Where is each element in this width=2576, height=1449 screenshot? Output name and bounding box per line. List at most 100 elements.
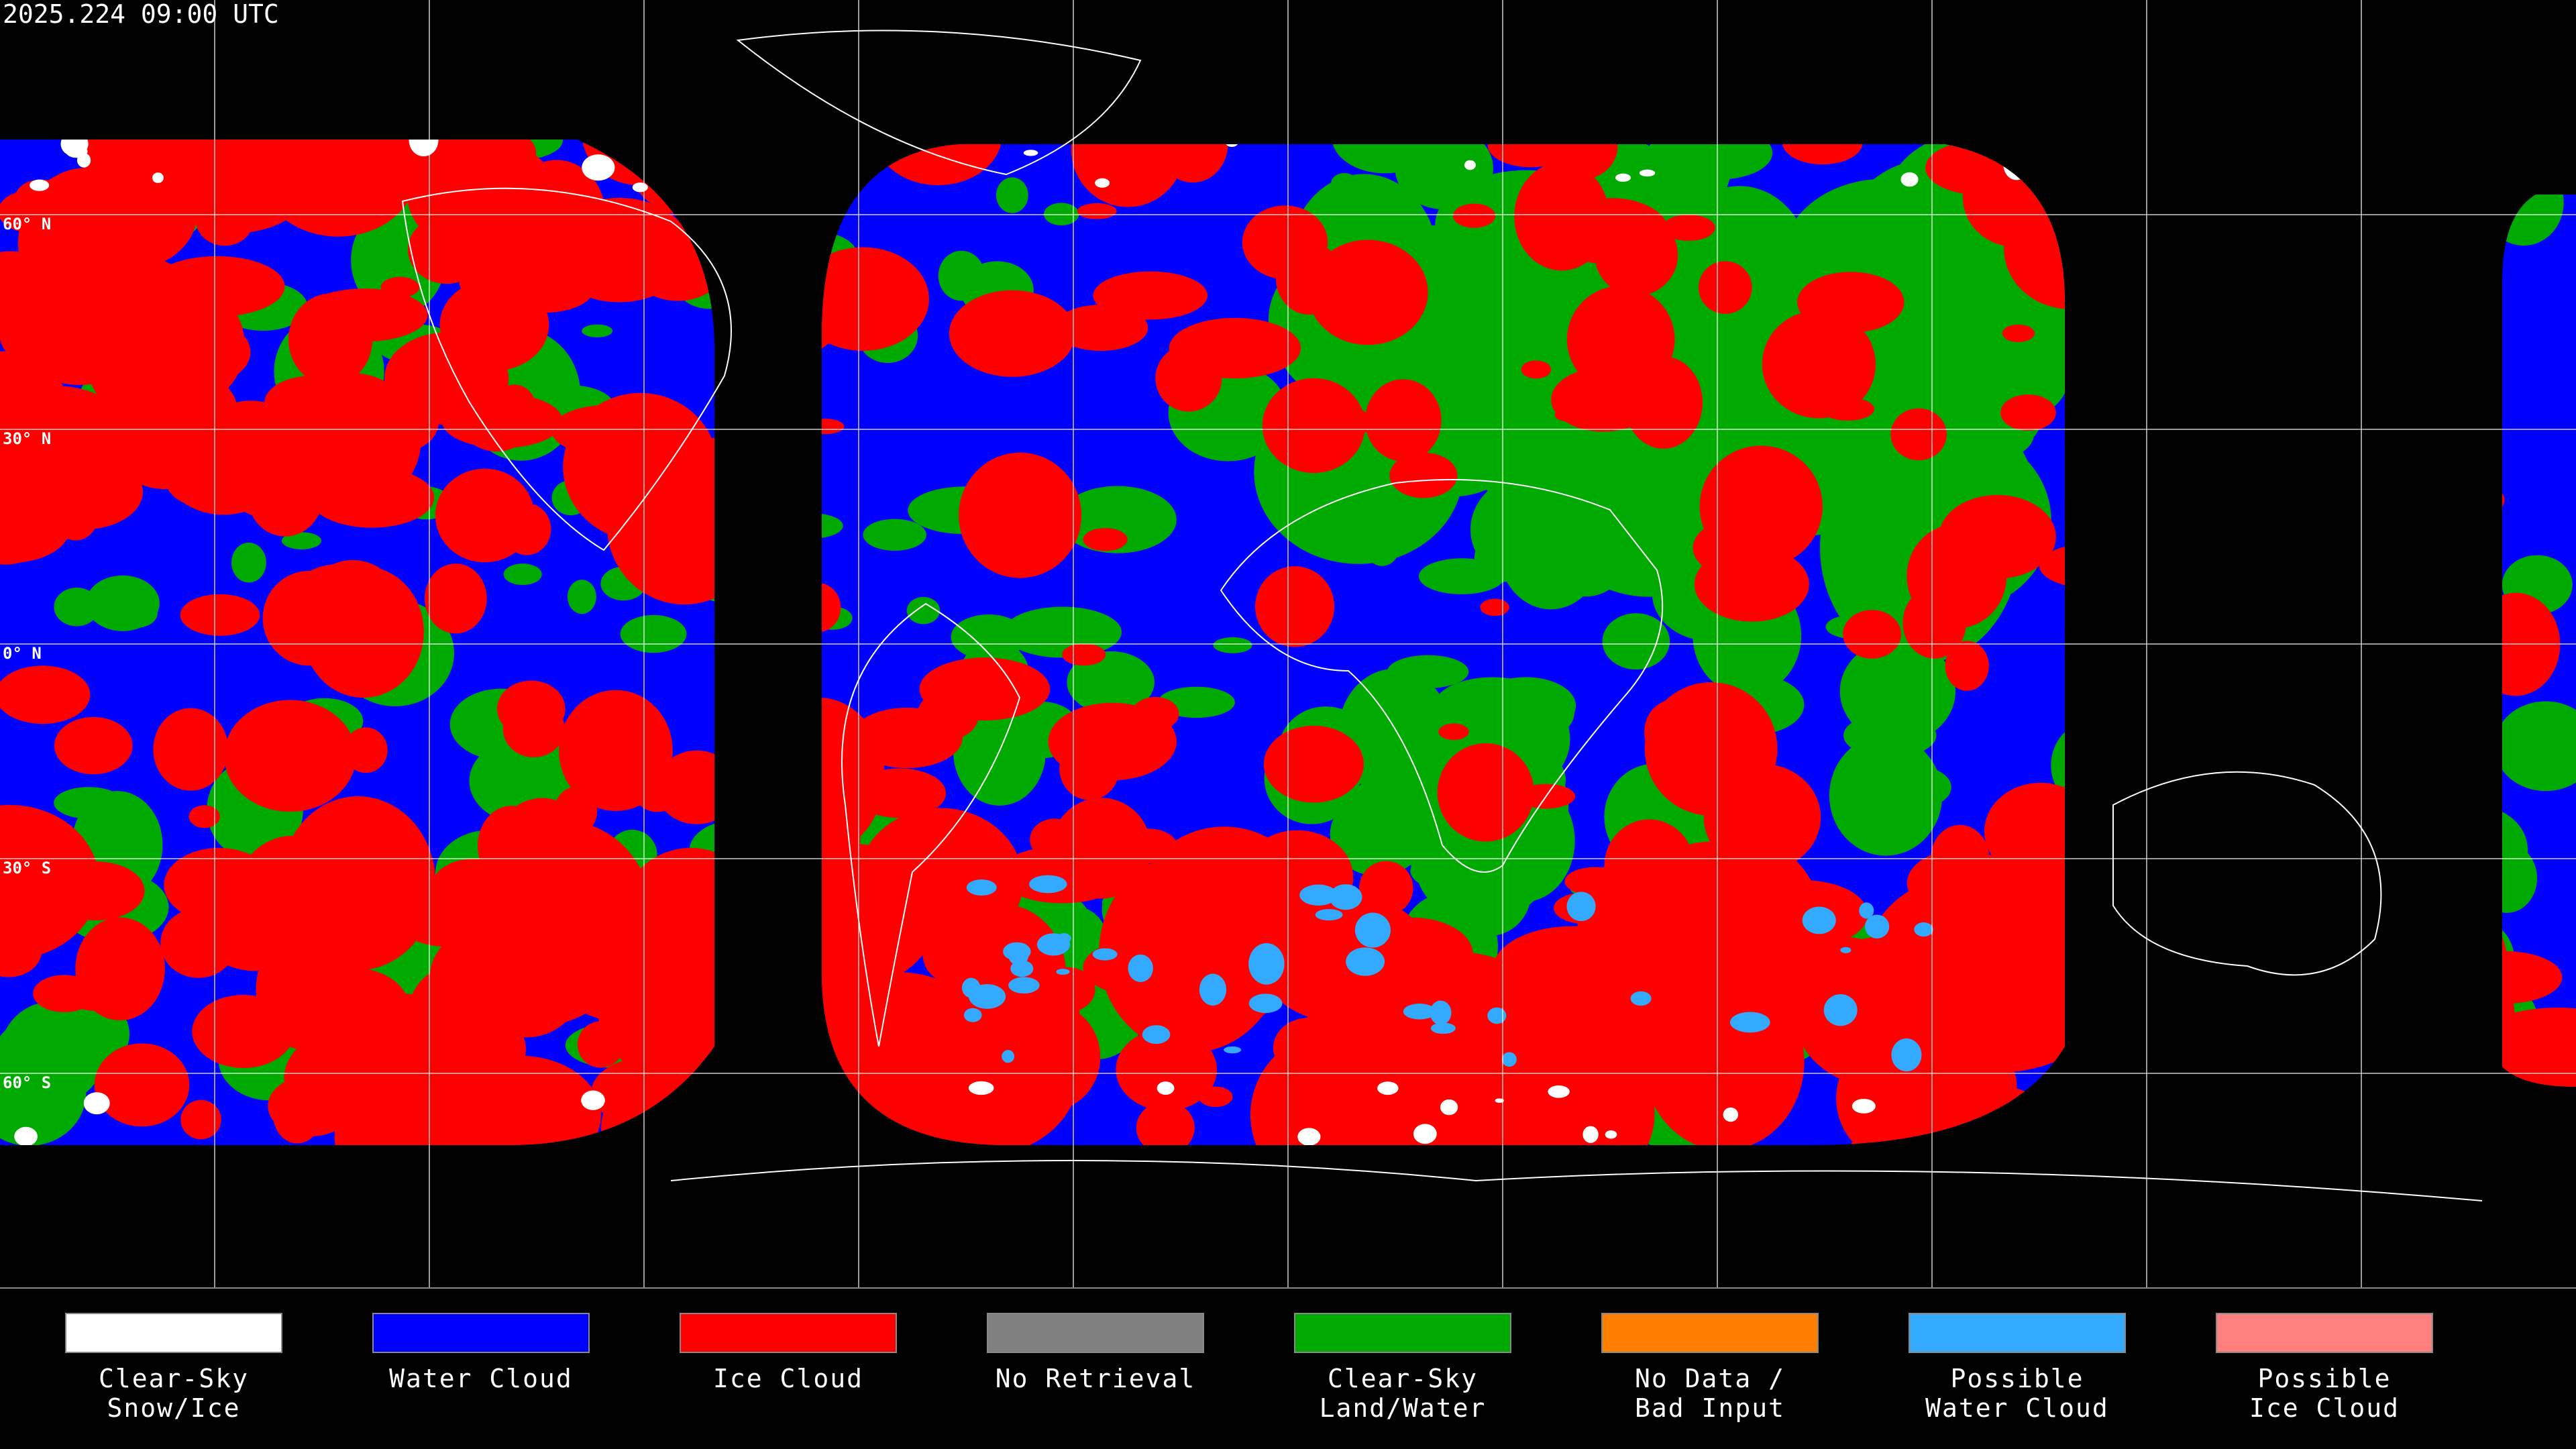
cloud-patch [1427,1024,1487,1082]
cloud-patch [1437,743,1534,842]
cloud-patch [1169,317,1301,379]
cloud-patch [1248,943,1285,985]
cloud-patch [1029,875,1067,894]
cloud-patch [262,570,356,666]
cloud-patch [30,179,50,191]
cloud-patch [582,324,613,337]
cloud-patch [1840,947,1851,954]
cloud-patch [1939,494,2056,579]
legend-label: No Data / [1635,1364,1785,1393]
cloud-patch [1548,1085,1570,1098]
cloud-patch [409,140,439,157]
cloud-patch [1823,994,1858,1026]
legend-label: Snow/Ice [107,1393,240,1423]
cloud-patch [1342,226,1387,246]
cloud-patch [152,172,164,183]
graticule [0,0,2576,1288]
cloud-patch [1723,1107,1739,1122]
legend-label: No Retrieval [996,1364,1196,1393]
cloud-patch [1566,286,1675,393]
cloud-patch [1003,606,1122,658]
cloud-patch [1008,977,1040,994]
cloud-patch [1077,203,1117,219]
cloud-patch [596,931,720,1075]
cloud-patch [149,256,285,317]
cloud-patch [1602,613,1670,670]
legend-label: Water Cloud [1925,1393,2109,1423]
cloud-patch [1136,1101,1195,1145]
cloud-patch [1430,1000,1452,1025]
cloud-patch [906,596,941,625]
cloud-patch [1615,173,1631,182]
cloud-patch [1440,1099,1458,1116]
cloud-patch [1672,840,1821,1000]
cloud-patch [164,443,229,505]
legend-swatch [1601,1313,1819,1353]
cloud-patch [94,1043,190,1127]
cloud-patch [448,154,517,182]
cloud-patch [1262,378,1365,474]
cloud-patch [1464,160,1476,170]
cloud-patch [1329,884,1362,910]
cloud-patch [1639,169,1656,177]
cloud-patch [0,493,70,564]
cloud-patch [1048,702,1177,781]
cloud-patch [1128,954,1153,982]
cloud-patch [1525,421,1615,488]
cloud-patch [1487,1007,1507,1024]
cloud-patch [435,468,535,563]
cloud-patch [1036,933,1071,956]
cloud-patch [1644,682,1778,816]
cloud-patch [1275,241,1342,315]
cloud-patch [507,160,606,272]
cloud-patch [470,931,582,1038]
cloud-patch [212,409,353,521]
cloud-patch [1914,922,1933,937]
cloud-patch [1297,1128,1321,1145]
cloud-patch [54,787,124,819]
cloud-patch [551,405,663,456]
cloud-patch [65,145,88,158]
cloud-patch [1864,880,2034,1059]
cloud-patch [1054,305,1148,351]
cloud-patch [1438,723,1469,741]
cloud-patch [959,452,1082,578]
legend-swatch [65,1313,282,1353]
cloud-patch [1338,780,1421,868]
cloud-patch [1299,884,1338,906]
cloud-patch [0,385,115,455]
cloud-patch [1859,902,1874,919]
cloud-patch [231,542,266,583]
cloud-patch [1056,969,1070,975]
cloud-patch [1890,408,1947,461]
legend-panel [0,1288,2576,1449]
cloud-patch [582,154,615,181]
cloud-patch [1043,203,1079,226]
cloud-patch [998,846,1126,904]
cloud-patch [996,177,1028,213]
cloud-patch [1023,150,1038,156]
cloud-patch [1843,610,1901,659]
cloud-patch [1377,1081,1399,1095]
cloud-patch [620,614,687,653]
cloud-patch [1330,172,1358,195]
cloud-patch [851,707,963,769]
cloud-patch [1521,360,1552,379]
latitude-label: 60° S [3,1073,51,1092]
cloud-patch [1662,215,1715,241]
legend-swatch [987,1313,1204,1353]
latitude-label: 30° N [3,429,51,448]
cloud-patch [2002,324,2035,342]
legend-label: Water Cloud [389,1364,573,1393]
cloud-patch [1945,641,1989,691]
cloud-patch [1544,140,1618,180]
cloud-patch [392,880,501,947]
cloud-patch [439,278,549,371]
cloud-patch [1517,686,1575,737]
legend-label: Possible [1950,1364,2084,1393]
cloud-patch [1891,1038,1922,1072]
legend-label: Possible [2257,1364,2391,1393]
latitude-label: 60° N [3,215,51,233]
